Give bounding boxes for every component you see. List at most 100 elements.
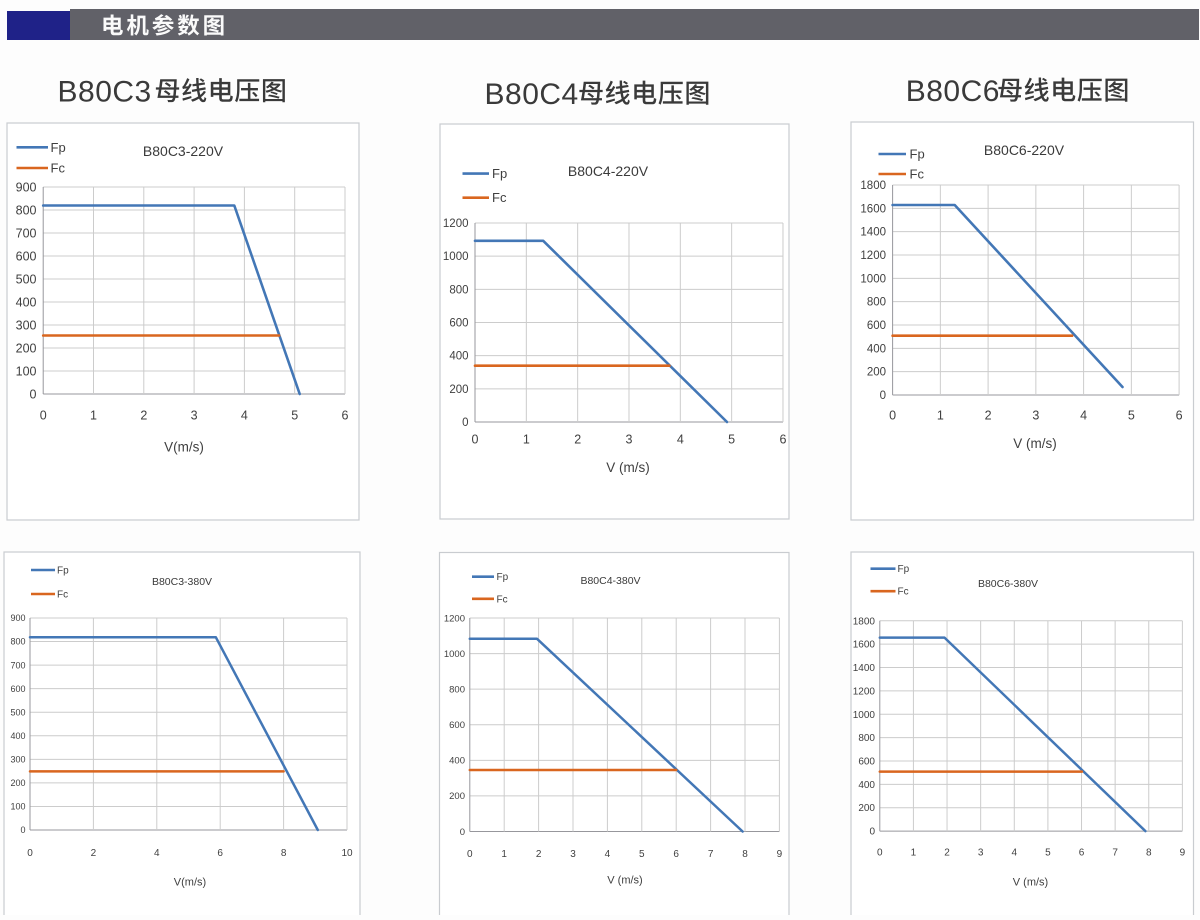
svg-text:400: 400 xyxy=(449,351,468,363)
svg-text:7: 7 xyxy=(708,849,714,860)
svg-text:V(m/s): V(m/s) xyxy=(174,877,206,889)
svg-text:1200: 1200 xyxy=(444,613,465,624)
svg-text:5: 5 xyxy=(1045,848,1051,859)
svg-text:Fc: Fc xyxy=(51,161,66,176)
svg-text:1: 1 xyxy=(523,433,530,447)
svg-text:4: 4 xyxy=(677,433,684,447)
svg-text:1200: 1200 xyxy=(853,686,876,697)
svg-text:V (m/s): V (m/s) xyxy=(606,460,650,475)
svg-text:B80C4-380V: B80C4-380V xyxy=(580,575,640,587)
svg-text:1: 1 xyxy=(937,409,944,423)
svg-text:0: 0 xyxy=(20,825,25,835)
svg-text:200: 200 xyxy=(858,803,875,814)
svg-text:6: 6 xyxy=(1079,848,1085,859)
svg-text:0: 0 xyxy=(467,849,473,860)
svg-text:7: 7 xyxy=(1112,848,1118,859)
svg-text:B80C6: B80C6 xyxy=(906,75,1000,108)
svg-text:3: 3 xyxy=(978,848,984,859)
svg-text:700: 700 xyxy=(16,226,37,240)
svg-text:1200: 1200 xyxy=(443,218,469,230)
svg-text:200: 200 xyxy=(449,384,468,396)
svg-text:800: 800 xyxy=(858,733,875,744)
svg-text:2: 2 xyxy=(944,848,950,859)
svg-text:0: 0 xyxy=(30,387,37,401)
svg-text:1400: 1400 xyxy=(853,663,876,674)
svg-text:2: 2 xyxy=(91,848,97,859)
svg-text:1000: 1000 xyxy=(853,710,876,721)
svg-text:1800: 1800 xyxy=(853,616,876,627)
svg-text:V(m/s): V(m/s) xyxy=(164,440,204,455)
svg-text:400: 400 xyxy=(867,343,886,355)
svg-text:1000: 1000 xyxy=(860,273,886,285)
svg-text:6: 6 xyxy=(1176,409,1183,423)
svg-text:300: 300 xyxy=(10,755,25,765)
svg-text:100: 100 xyxy=(10,802,25,812)
svg-text:400: 400 xyxy=(449,756,465,767)
svg-text:Fc: Fc xyxy=(910,167,925,182)
svg-text:5: 5 xyxy=(639,849,645,860)
svg-text:0: 0 xyxy=(460,827,465,838)
svg-text:B80C6-380V: B80C6-380V xyxy=(978,578,1038,590)
svg-text:4: 4 xyxy=(154,848,160,859)
svg-text:5: 5 xyxy=(728,433,735,447)
svg-text:V (m/s): V (m/s) xyxy=(1013,436,1057,451)
svg-text:800: 800 xyxy=(449,284,468,296)
svg-text:Fc: Fc xyxy=(57,590,68,601)
svg-text:600: 600 xyxy=(10,684,25,694)
svg-text:600: 600 xyxy=(858,757,875,768)
svg-text:0: 0 xyxy=(472,433,479,447)
svg-text:B80C3-220V: B80C3-220V xyxy=(143,143,224,159)
svg-text:2: 2 xyxy=(140,409,147,423)
svg-text:5: 5 xyxy=(1128,409,1135,423)
svg-text:5: 5 xyxy=(291,409,298,423)
svg-text:2: 2 xyxy=(536,849,542,860)
svg-text:Fp: Fp xyxy=(492,166,507,181)
svg-text:1000: 1000 xyxy=(444,649,465,660)
svg-text:400: 400 xyxy=(10,731,25,741)
svg-text:1: 1 xyxy=(911,848,917,859)
svg-text:Fp: Fp xyxy=(497,572,509,583)
svg-text:900: 900 xyxy=(16,180,37,194)
svg-text:1200: 1200 xyxy=(860,250,886,262)
svg-text:6: 6 xyxy=(780,433,787,447)
svg-text:V (m/s): V (m/s) xyxy=(1013,877,1048,889)
svg-text:B80C4-220V: B80C4-220V xyxy=(568,163,649,179)
svg-text:8: 8 xyxy=(281,848,287,859)
svg-text:200: 200 xyxy=(449,791,465,802)
svg-text:4: 4 xyxy=(1012,848,1018,859)
svg-text:200: 200 xyxy=(16,341,37,355)
svg-text:8: 8 xyxy=(1146,848,1152,859)
svg-text:1: 1 xyxy=(90,409,97,423)
svg-text:0: 0 xyxy=(880,390,886,402)
svg-text:0: 0 xyxy=(869,827,875,838)
svg-text:10: 10 xyxy=(341,848,353,859)
svg-text:400: 400 xyxy=(858,780,875,791)
svg-text:0: 0 xyxy=(462,417,468,429)
svg-text:400: 400 xyxy=(16,295,37,309)
svg-text:0: 0 xyxy=(889,409,896,423)
svg-text:1: 1 xyxy=(501,849,507,860)
svg-text:6: 6 xyxy=(217,848,223,859)
svg-text:1600: 1600 xyxy=(860,203,886,215)
svg-text:9: 9 xyxy=(777,849,783,860)
svg-text:900: 900 xyxy=(10,613,25,623)
svg-text:800: 800 xyxy=(16,203,37,217)
svg-text:600: 600 xyxy=(867,320,886,332)
svg-text:6: 6 xyxy=(673,849,679,860)
svg-text:800: 800 xyxy=(867,297,886,309)
svg-text:200: 200 xyxy=(10,778,25,788)
svg-text:1800: 1800 xyxy=(860,180,886,192)
svg-text:1400: 1400 xyxy=(860,227,886,239)
svg-text:8: 8 xyxy=(742,849,748,860)
svg-text:800: 800 xyxy=(10,637,25,647)
svg-text:B80C6-220V: B80C6-220V xyxy=(984,142,1065,158)
svg-text:4: 4 xyxy=(241,409,248,423)
svg-text:Fp: Fp xyxy=(57,566,69,577)
svg-text:6: 6 xyxy=(342,409,349,423)
svg-text:B80C3: B80C3 xyxy=(58,76,152,109)
svg-text:Fc: Fc xyxy=(492,190,507,205)
svg-text:Fc: Fc xyxy=(497,594,508,605)
svg-text:B80C4: B80C4 xyxy=(485,78,579,111)
svg-text:V (m/s): V (m/s) xyxy=(607,875,642,887)
svg-text:9: 9 xyxy=(1180,848,1186,859)
